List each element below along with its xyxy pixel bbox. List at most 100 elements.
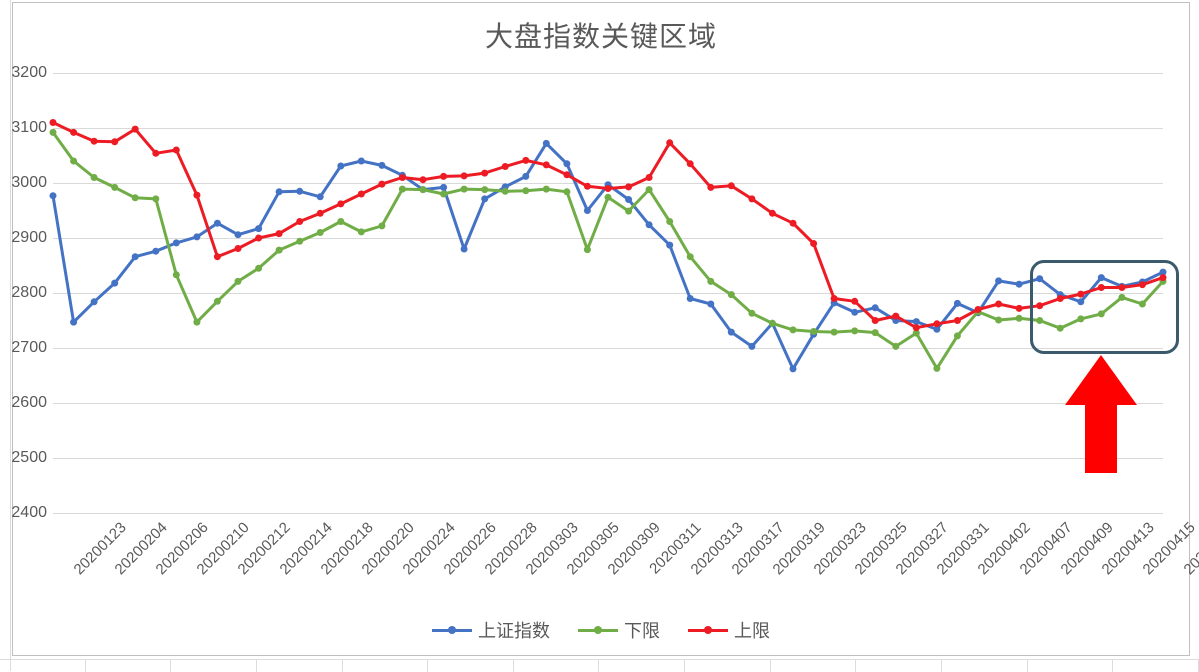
series-marker <box>687 253 694 260</box>
series-marker <box>173 271 180 278</box>
series-marker <box>687 160 694 167</box>
series-marker <box>563 171 570 178</box>
chart-frame: 大盘指数关键区域 2020012320200204202002062020021… <box>12 2 1190 656</box>
legend: 上证指数 下限 上限 <box>13 617 1189 643</box>
series-marker <box>317 210 324 217</box>
series-marker <box>235 278 242 285</box>
series-marker <box>522 173 529 180</box>
arrow-up-icon <box>1061 355 1141 485</box>
series-marker <box>543 161 550 168</box>
series-marker <box>748 343 755 350</box>
series-marker <box>317 193 324 200</box>
series-marker <box>769 320 776 327</box>
series-marker <box>605 194 612 201</box>
legend-item-upper: 上限 <box>688 617 770 643</box>
series-marker <box>502 188 509 195</box>
series-marker <box>481 186 488 193</box>
legend-label: 上证指数 <box>478 617 550 643</box>
highlight-box <box>1030 260 1179 354</box>
series-marker <box>276 188 283 195</box>
series-marker <box>378 162 385 169</box>
series-marker <box>646 174 653 181</box>
series-marker <box>255 265 262 272</box>
spreadsheet-left-edge <box>0 0 11 671</box>
series-marker <box>132 253 139 260</box>
series-marker <box>214 253 221 260</box>
series-marker <box>563 160 570 167</box>
series-marker <box>399 174 406 181</box>
series-marker <box>276 247 283 254</box>
series-marker <box>975 306 982 313</box>
series-marker <box>50 119 57 126</box>
series-marker <box>913 318 920 325</box>
series-marker <box>646 186 653 193</box>
legend-swatch <box>432 623 472 637</box>
series-marker <box>193 233 200 240</box>
series-marker <box>995 301 1002 308</box>
series-line <box>53 132 1163 368</box>
series-marker <box>193 192 200 199</box>
series-marker <box>214 220 221 227</box>
series-marker <box>769 210 776 217</box>
series-marker <box>707 184 714 191</box>
series-marker <box>831 329 838 336</box>
series-marker <box>954 300 961 307</box>
series-marker <box>91 174 98 181</box>
plot-area: 2020012320200204202002062020021020200212… <box>53 73 1163 513</box>
series-marker <box>152 248 159 255</box>
series-marker <box>111 280 118 287</box>
series-marker <box>378 222 385 229</box>
series-marker <box>173 147 180 154</box>
series-marker <box>440 191 447 198</box>
series-marker <box>1016 315 1023 322</box>
y-tick-label: 2800 <box>11 284 47 302</box>
series-marker <box>728 329 735 336</box>
series-marker <box>584 183 591 190</box>
series-marker <box>584 207 591 214</box>
series-marker <box>872 304 879 311</box>
series-marker <box>790 220 797 227</box>
series-marker <box>337 200 344 207</box>
series-marker <box>543 186 550 193</box>
series-marker <box>790 365 797 372</box>
series-marker <box>831 295 838 302</box>
series-marker <box>851 298 858 305</box>
series-marker <box>50 192 57 199</box>
series-marker <box>872 329 879 336</box>
series-marker <box>296 218 303 225</box>
y-tick-label: 3200 <box>11 64 47 82</box>
chart-svg <box>53 73 1163 513</box>
series-marker <box>543 140 550 147</box>
series-marker <box>193 319 200 326</box>
x-axis-labels: 2020012320200204202002062020021020200212… <box>53 513 1163 593</box>
y-tick-label: 2700 <box>11 339 47 357</box>
legend-label: 上限 <box>734 617 770 643</box>
series-marker <box>933 365 940 372</box>
series-marker <box>748 310 755 317</box>
series-marker <box>954 332 961 339</box>
series-marker <box>584 246 591 253</box>
y-tick-label: 2600 <box>11 394 47 412</box>
series-marker <box>399 186 406 193</box>
legend-item-lower: 下限 <box>578 617 660 643</box>
series-marker <box>625 183 632 190</box>
series-marker <box>358 158 365 165</box>
legend-label: 下限 <box>624 617 660 643</box>
series-marker <box>1016 281 1023 288</box>
series-marker <box>625 196 632 203</box>
series-marker <box>666 242 673 249</box>
series-marker <box>50 129 57 136</box>
series-marker <box>461 246 468 253</box>
series-marker <box>522 157 529 164</box>
legend-item-shanghai: 上证指数 <box>432 617 550 643</box>
series-marker <box>296 238 303 245</box>
series-marker <box>810 240 817 247</box>
series-marker <box>91 138 98 145</box>
series-marker <box>70 319 77 326</box>
series-marker <box>810 328 817 335</box>
series-marker <box>502 163 509 170</box>
series-marker <box>522 187 529 194</box>
series-marker <box>481 195 488 202</box>
series-marker <box>687 295 694 302</box>
series-marker <box>440 184 447 191</box>
